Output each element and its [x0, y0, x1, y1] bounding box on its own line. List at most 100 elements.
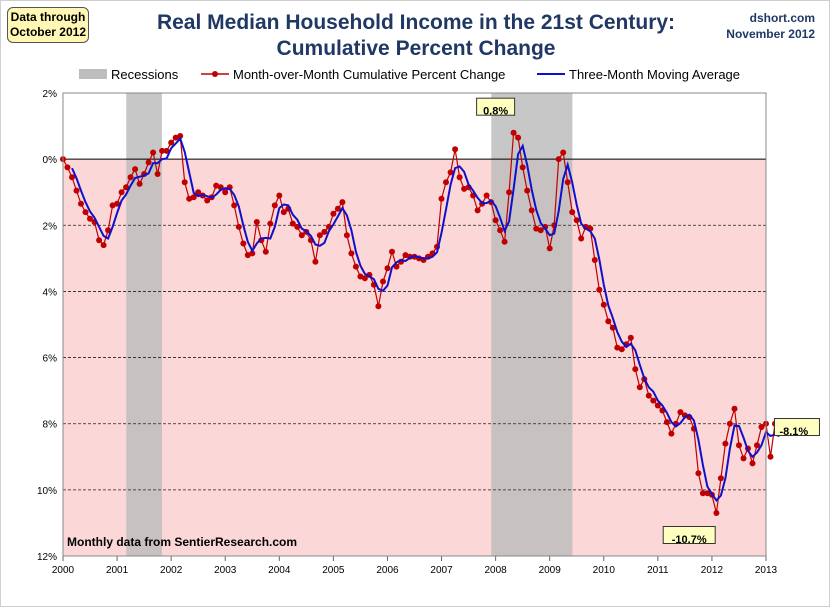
mom-data-point	[650, 397, 657, 404]
mom-data-point	[704, 490, 711, 497]
mom-data-point	[722, 440, 729, 447]
mom-data-point	[506, 189, 513, 196]
mom-data-point	[447, 169, 454, 176]
mom-data-point	[114, 200, 121, 207]
callout-label: -8.1%	[779, 426, 808, 438]
mom-data-point	[515, 134, 522, 141]
mom-data-point	[537, 227, 544, 234]
legend-mom-label: Month-over-Month Cumulative Percent Chan…	[233, 67, 505, 82]
mom-data-point	[627, 334, 634, 341]
source-note: Monthly data from SentierResearch.com	[67, 535, 297, 549]
mom-data-point	[168, 139, 175, 146]
plot-frame	[62, 92, 767, 557]
x-tick-label: 2010	[593, 565, 616, 576]
legend: Recessions Month-over-Month Cumulative P…	[79, 67, 740, 82]
mom-data-point	[645, 392, 652, 399]
mom-data-point	[636, 384, 643, 391]
legend-ma-label: Three-Month Moving Average	[569, 67, 740, 82]
badge-line-1: Data through	[10, 10, 86, 24]
mom-data-point	[289, 220, 296, 227]
mom-data-point	[591, 257, 598, 263]
mom-data-point	[528, 207, 535, 214]
mom-data-point	[343, 232, 350, 239]
callout-box	[476, 97, 516, 116]
x-tick-label: 2008	[484, 565, 507, 576]
y-tick-label: 0%	[43, 155, 58, 166]
mom-data-point	[150, 149, 157, 156]
mom-data-point	[312, 258, 319, 265]
mom-data-point	[339, 199, 346, 206]
mom-data-point	[609, 324, 616, 331]
mom-data-point	[118, 189, 125, 196]
mom-data-point	[389, 248, 395, 255]
mom-data-point	[64, 164, 71, 171]
mom-data-point	[731, 405, 738, 412]
mom-data-point	[438, 195, 445, 202]
mom-data-point	[204, 197, 211, 204]
mom-data-point	[524, 187, 531, 194]
x-axis-ticks: 2000 2001 2002 2003 2004 2005 2006 2007 2008 2009…	[52, 556, 778, 576]
data-through-badge: Data through October 2012	[7, 7, 89, 43]
mom-data-point	[352, 263, 359, 270]
plot-area: 2%0%2%4%6%8%10%12% 2000 2001 2002 2003 2004 2…	[37, 89, 820, 576]
mom-data-point	[177, 133, 184, 139]
mom-data-point	[614, 344, 621, 351]
mom-data-point	[699, 490, 706, 497]
recession-bands	[126, 93, 573, 556]
mom-data-point	[384, 265, 391, 272]
mom-data-point	[231, 202, 238, 209]
mom-data-point	[154, 171, 161, 177]
mom-data-point	[375, 303, 382, 310]
x-tick-label: 2000	[52, 565, 75, 576]
callout-box	[662, 526, 716, 545]
mom-data-point	[605, 318, 612, 325]
mom-data-point	[163, 147, 170, 154]
mom-data-point	[222, 189, 229, 196]
mom-data-point	[73, 187, 80, 194]
mom-data-point	[758, 424, 765, 430]
mom-data-point	[271, 202, 278, 209]
mom-data-point	[123, 184, 130, 191]
mom-data-point	[749, 460, 756, 467]
mom-data-point	[78, 200, 84, 207]
mom-data-point	[330, 210, 337, 217]
mom-data-point	[654, 402, 661, 409]
mom-data-point	[334, 205, 341, 212]
mom-data-point	[100, 242, 107, 249]
x-tick-label: 2012	[701, 565, 724, 576]
mom-data-point	[474, 207, 481, 214]
mom-data-point	[195, 189, 202, 196]
mom-data-point	[294, 223, 301, 230]
mom-data-point	[190, 194, 197, 201]
mom-data-point	[510, 129, 517, 136]
x-tick-label: 2002	[160, 565, 183, 576]
mom-data-point	[443, 179, 449, 186]
x-tick-label: 2013	[755, 565, 778, 576]
mom-data-point	[109, 202, 116, 209]
mom-data-point	[546, 245, 553, 252]
mom-data-point	[578, 235, 585, 242]
x-tick-label: 2009	[539, 565, 562, 576]
mom-data-point	[618, 346, 625, 353]
legend-recessions-label: Recessions	[111, 67, 179, 82]
mom-data-point	[717, 475, 724, 482]
y-tick-label: 2%	[43, 221, 58, 232]
y-tick-label: 10%	[37, 486, 57, 497]
callouts: 0.8% -10.7% -8.1%	[476, 97, 820, 546]
recession-band	[126, 93, 162, 556]
y-tick-label: 8%	[43, 420, 58, 431]
mom-data-point	[267, 220, 274, 227]
mom-data-point	[96, 237, 103, 244]
mom-data-point	[560, 149, 567, 156]
callout-box	[773, 418, 820, 437]
mom-data-point	[726, 420, 733, 427]
mom-data-point	[87, 215, 93, 222]
mom-data-point	[235, 223, 242, 230]
mom-data-point	[736, 442, 742, 449]
mom-data-point	[262, 248, 269, 255]
chart-title-line-1: Real Median Household Income in the 21st…	[156, 11, 676, 34]
mom-data-point	[321, 228, 328, 235]
mom-data-point	[695, 470, 702, 477]
mom-data-point	[713, 510, 720, 516]
